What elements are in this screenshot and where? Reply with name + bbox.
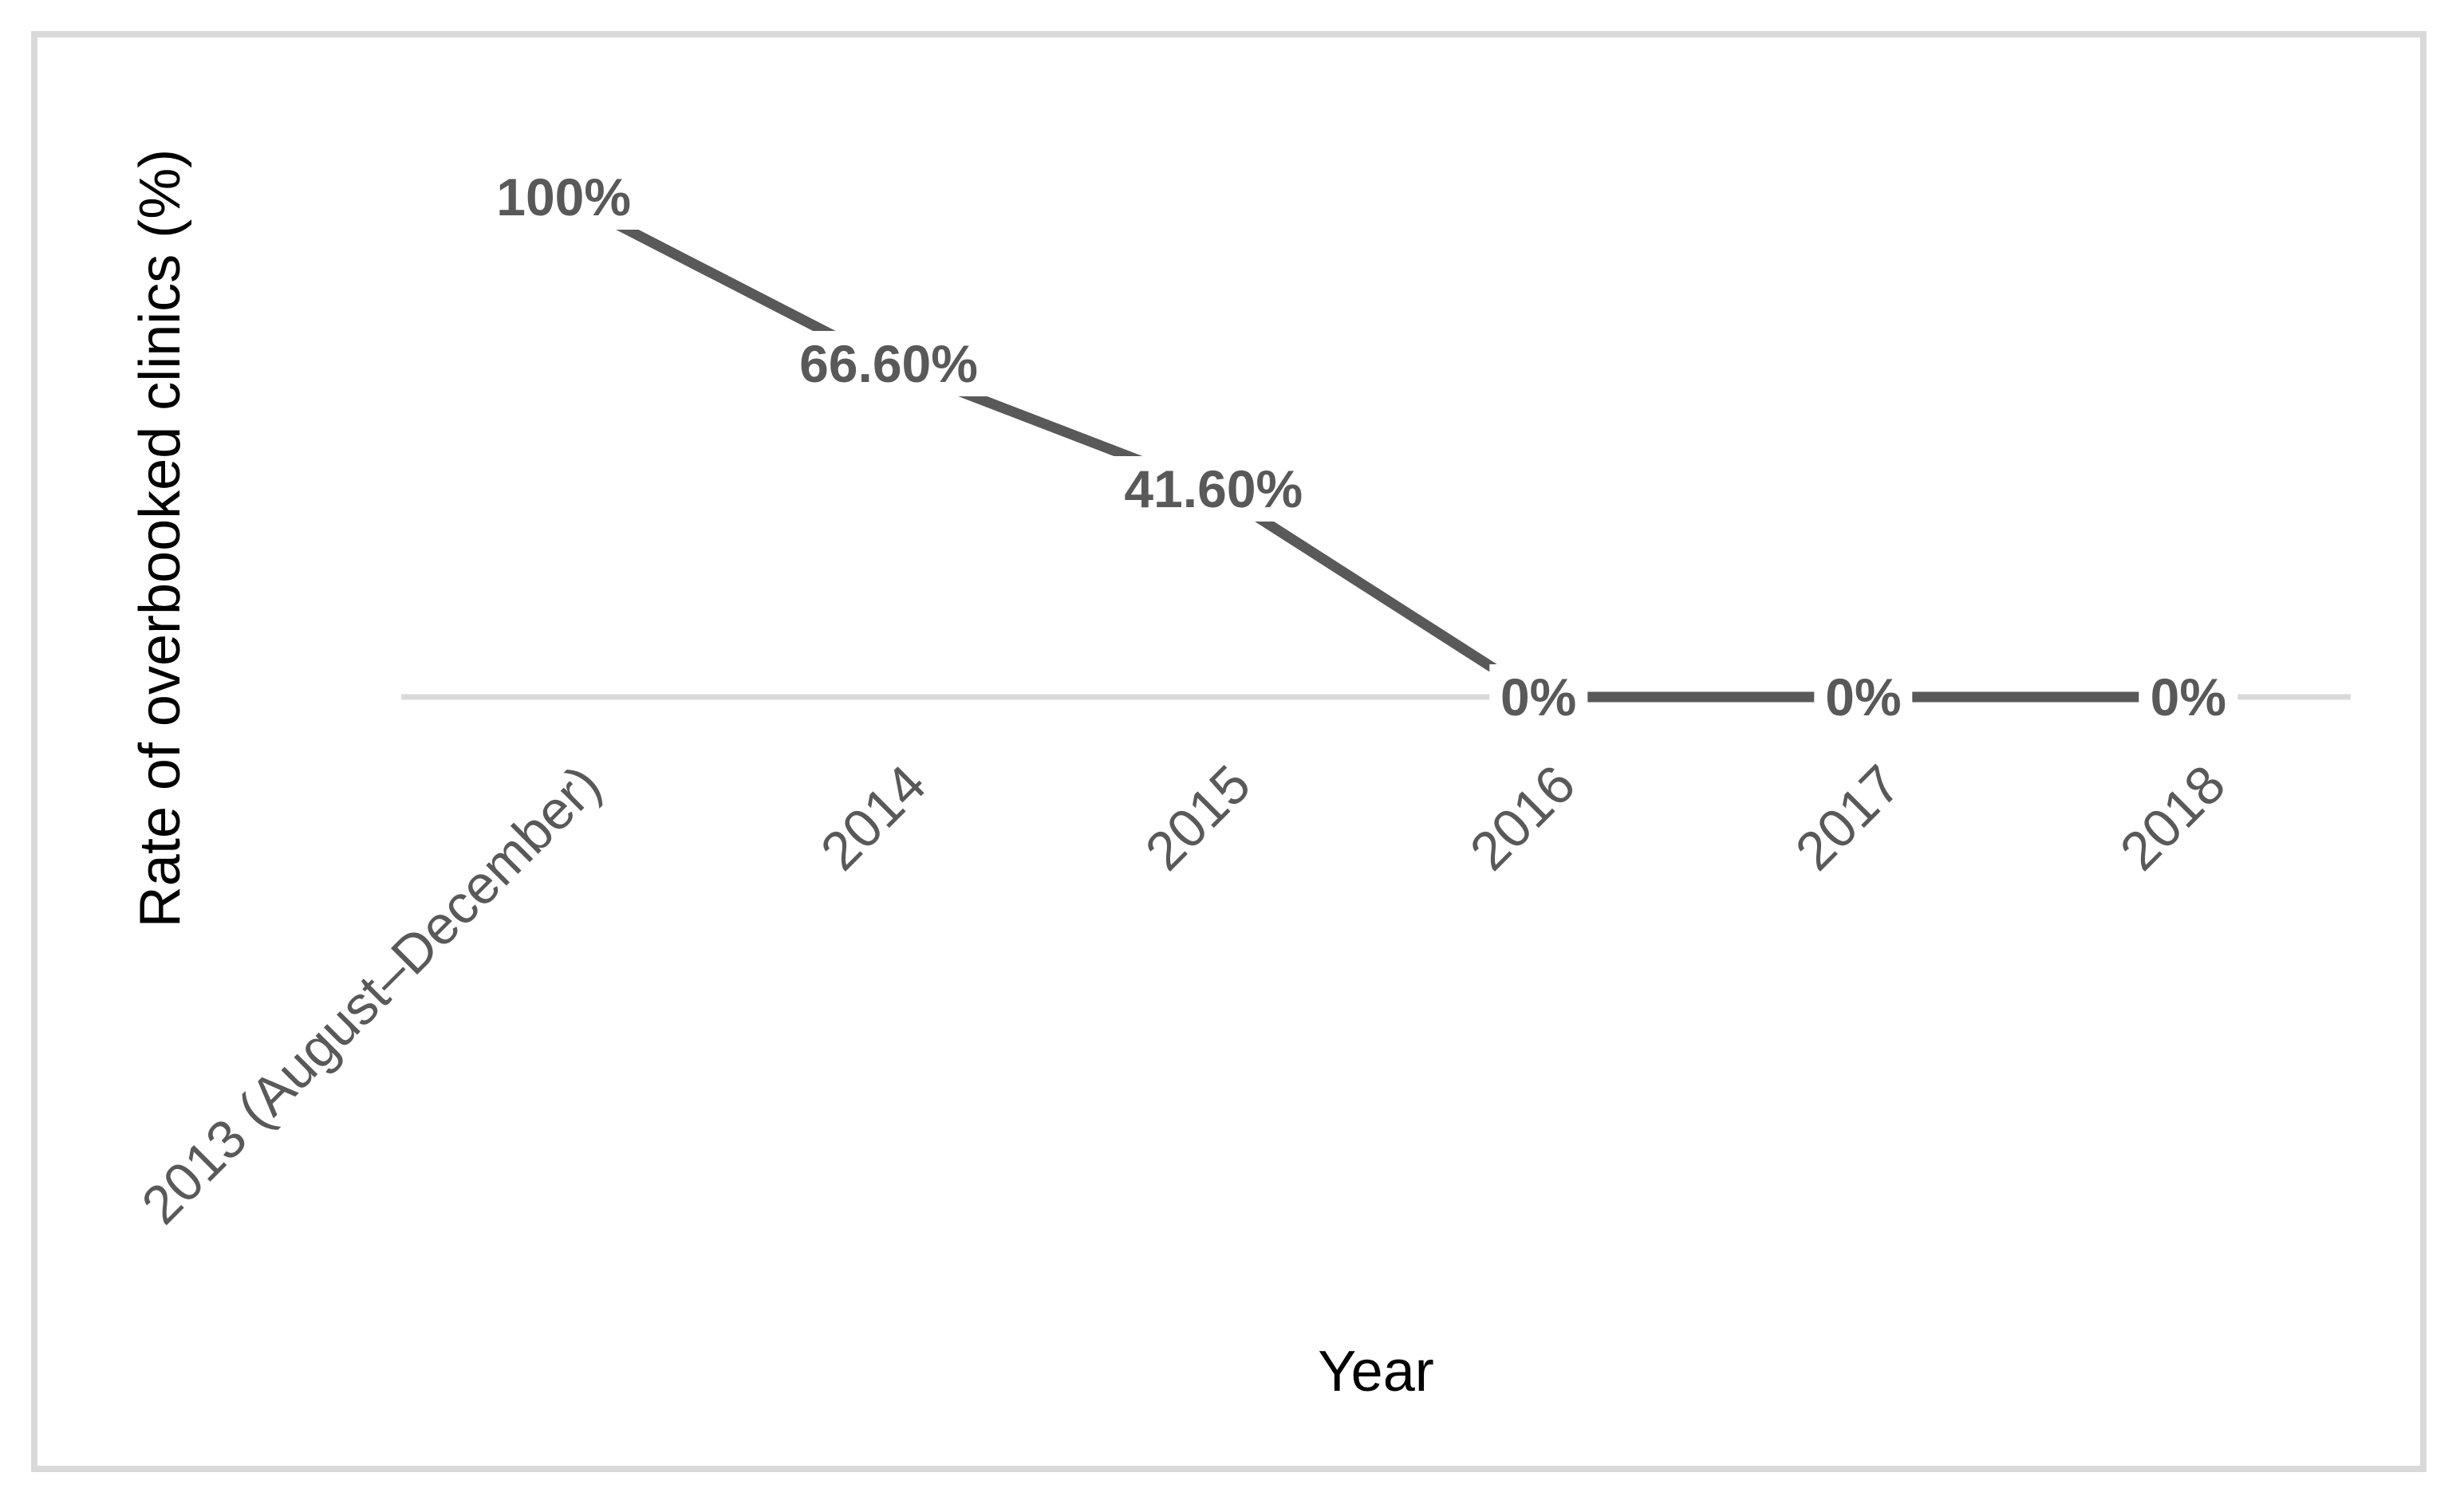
data-label: 100% bbox=[485, 164, 643, 230]
data-label: 66.60% bbox=[788, 331, 989, 397]
x-axis-title: Year bbox=[1318, 1340, 1434, 1404]
data-label: 0% bbox=[1814, 664, 1913, 730]
y-axis-title: Rate of overbooked clinics (%) bbox=[128, 148, 192, 928]
chart-area-border bbox=[31, 31, 2427, 1472]
data-label: 41.60% bbox=[1113, 456, 1315, 522]
series-line bbox=[561, 192, 2189, 703]
data-label: 0% bbox=[2139, 664, 2238, 730]
data-label: 0% bbox=[1488, 664, 1588, 730]
